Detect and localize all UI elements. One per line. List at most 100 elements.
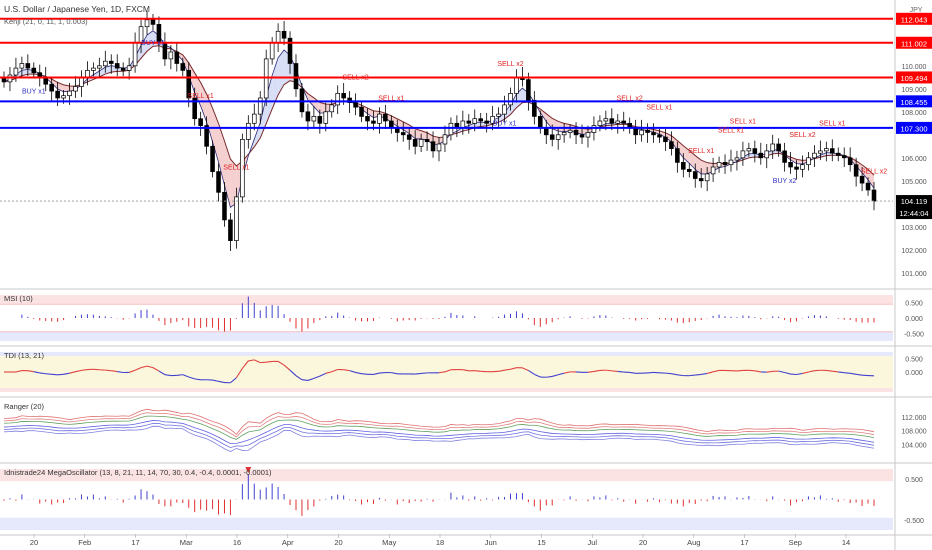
tdi-line-segment: [504, 368, 511, 371]
candle: [710, 166, 716, 175]
candle: [490, 116, 495, 124]
candle: [460, 120, 466, 129]
ranger-band-line: [3, 422, 875, 449]
tdi-line-segment: [701, 372, 708, 376]
tdi-line-segment: [241, 360, 249, 369]
candle: [198, 118, 203, 126]
candle: [85, 70, 90, 78]
cloud-segment: [21, 69, 28, 76]
tdi-line-segment: [27, 370, 34, 373]
time-tick-label: 16: [233, 538, 241, 547]
price-tick-label: 109.000: [901, 87, 926, 94]
tdi-line-segment: [313, 375, 321, 379]
time-tick-label: 18: [436, 538, 444, 547]
tdi-line-segment: [212, 379, 219, 382]
tdi-line-segment: [331, 368, 338, 373]
candle: [770, 143, 775, 152]
tdi-line-segment: [754, 370, 761, 373]
tdi-line-segment: [146, 365, 154, 369]
tdi-line-segment: [355, 371, 362, 375]
tdi-line-segment: [707, 371, 714, 374]
cloud-segment: [206, 94, 213, 142]
candle: [514, 76, 519, 94]
tdi-line-segment: [140, 365, 148, 369]
tdi-line-segment: [593, 369, 600, 372]
tdi-line-segment: [778, 370, 785, 374]
tdi-line-segment: [69, 371, 76, 374]
level-price-tag: [896, 36, 932, 49]
tdi-line-segment: [75, 369, 82, 373]
tdi-line-segment: [856, 373, 863, 376]
candle: [442, 134, 448, 145]
candle: [794, 166, 799, 170]
tdi-line-segment: [444, 369, 452, 373]
sell-signal-label: SELL x1: [646, 105, 672, 112]
candle: [651, 132, 656, 136]
sell-signal-label: SELL x1: [730, 118, 756, 125]
ranger-band-line: [3, 412, 875, 438]
price-tick-label: 108.000: [901, 110, 926, 117]
candle: [830, 148, 835, 154]
pane-tick-label: -0.500: [904, 331, 924, 338]
tdi-line-segment: [128, 369, 136, 373]
candle: [103, 60, 108, 67]
tdi-line-segment: [325, 371, 332, 374]
candle: [49, 83, 54, 92]
candle: [329, 104, 335, 113]
tdi-line-segment: [546, 375, 553, 378]
tdi-line-segment: [182, 374, 189, 378]
candle: [210, 145, 215, 172]
candle: [502, 104, 507, 115]
candle: [79, 76, 84, 87]
cloud-segment: [558, 121, 565, 132]
mega-bottom-band: [0, 517, 893, 530]
candle: [466, 120, 472, 124]
candle: [555, 134, 561, 140]
candle: [228, 219, 233, 241]
candle: [389, 120, 394, 129]
candle: [806, 157, 811, 166]
tdi-line-segment: [266, 360, 273, 363]
indicator-label[interactable]: Kenji (21, 0, 11, 1, 0.003): [4, 17, 88, 26]
time-tick-label: 17: [740, 538, 748, 547]
candle: [144, 19, 150, 28]
candle: [853, 164, 859, 177]
candle: [669, 141, 674, 149]
tdi-line-segment: [522, 367, 529, 371]
pane-title: TDI (13, 21): [4, 351, 45, 360]
candle: [752, 148, 758, 154]
tdi-line-segment: [784, 371, 791, 375]
tdi-mid-band: [0, 356, 893, 388]
cloud-segment: [51, 79, 58, 90]
time-tick-label: Feb: [78, 538, 91, 547]
candle: [472, 118, 478, 124]
candle: [365, 116, 370, 122]
cloud-segment: [742, 153, 749, 160]
level-price-tag: [896, 95, 932, 108]
candle: [418, 139, 424, 147]
tdi-line-segment: [194, 378, 201, 381]
candle: [484, 120, 489, 124]
cloud-segment: [218, 123, 225, 186]
tdi-line-segment: [677, 374, 684, 377]
msi-oversold-band: [0, 331, 893, 341]
candle: [317, 116, 323, 124]
tdi-line-segment: [188, 376, 195, 380]
price-axis[interactable]: 112.043 111.002 109.494 108.455 107.300 110.0…: [30, 12, 932, 547]
candle: [269, 42, 275, 60]
candle: [234, 196, 239, 241]
cloud-segment: [278, 49, 285, 95]
candle: [871, 189, 877, 202]
cloud-segment: [421, 130, 428, 141]
tdi-line-segment: [617, 370, 624, 373]
price-tick-label: 106.000: [901, 156, 926, 163]
sell-signal-label: SELL x2: [342, 75, 368, 82]
time-tick-label: 17: [131, 538, 139, 547]
sell-signal-label: SELL x2: [497, 61, 523, 68]
candle: [567, 129, 573, 133]
cloud-segment: [212, 108, 219, 163]
symbol-title[interactable]: U.S. Dollar / Japanese Yen, 1D, FXCM: [4, 4, 150, 14]
